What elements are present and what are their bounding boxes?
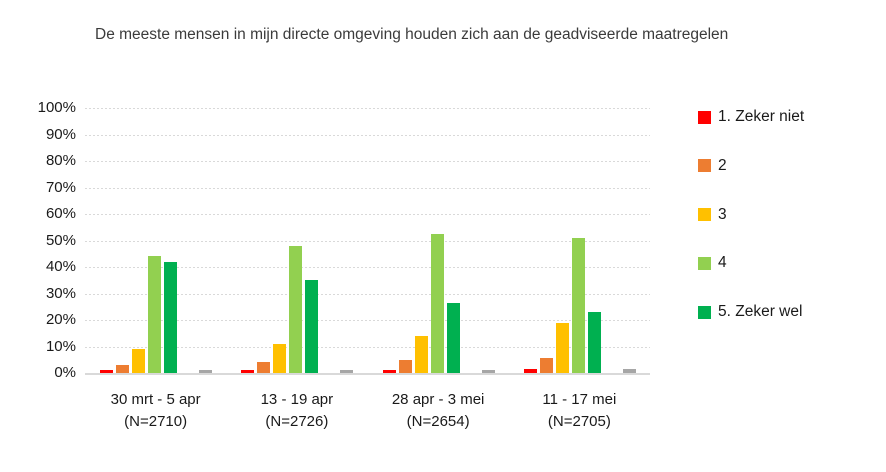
x-axis-label-dates: 11 - 17 mei: [542, 391, 617, 408]
gridline-70pct: [85, 187, 650, 189]
bar-gray-group1: [199, 370, 212, 373]
x-axis-label-n: (N=2654): [406, 413, 470, 430]
legend-swatch-icon: [698, 208, 711, 221]
y-axis-label: 80%: [45, 152, 76, 169]
y-axis-label: 70%: [45, 178, 76, 196]
x-axis-label-n: (N=2705): [547, 413, 611, 430]
legend-item-2: 2: [698, 157, 727, 175]
bar-4-group4: [571, 237, 585, 373]
gridline-90pct: [85, 134, 650, 136]
y-axis-label: 10%: [45, 337, 76, 355]
y-axis-label: 90%: [45, 125, 76, 143]
bar-4-group2: [289, 245, 303, 373]
gridline-40pct: [85, 267, 650, 268]
bar-2-group2: [257, 362, 271, 373]
x-axis-label-dates: 28 apr - 3 mei: [391, 391, 485, 408]
y-axis-label: 0%: [54, 364, 76, 381]
legend-item-5: 5. Zeker wel: [698, 303, 802, 321]
x-axis-label-dates: 30 mrt - 5 apr: [110, 391, 201, 408]
legend-swatch-icon: [698, 110, 711, 124]
gridline-50pct: [85, 240, 650, 242]
gridline-10pct: [85, 346, 650, 348]
y-axis-label: 60%: [45, 205, 76, 222]
gridline-80pct: [85, 161, 650, 162]
legend-label: 4: [718, 254, 727, 272]
x-axis-label-group4: 11 - 17 mei (N=2705): [509, 389, 650, 433]
y-axis-label: 100%: [37, 99, 76, 116]
chart-title: De meeste mensen in mijn directe omgevin…: [95, 26, 729, 43]
x-axis-label-n: (N=2710): [124, 413, 188, 430]
legend-label: 3: [718, 205, 727, 223]
x-axis-label-n: (N=2726): [265, 413, 329, 430]
bar-1-zeker-niet-group1: [100, 370, 113, 373]
y-axis-label: 20%: [45, 311, 76, 328]
bar-5-zeker-wel-group4: [587, 312, 601, 373]
bar-2-group1: [116, 365, 129, 373]
x-axis-label-group1: 30 mrt - 5 apr (N=2710): [85, 389, 226, 433]
bar-3-group1: [132, 349, 145, 373]
bar-gray-group3: [481, 370, 495, 373]
x-axis-label-group3: 28 apr - 3 mei (N=2654): [368, 389, 509, 433]
y-axis-label: 40%: [45, 258, 76, 275]
bar-1-zeker-niet-group2: [241, 370, 255, 373]
bar-1-zeker-niet-group4: [523, 369, 537, 373]
bar-gray-group2: [340, 370, 354, 373]
y-axis-label: 30%: [45, 284, 76, 302]
bar-5-zeker-wel-group3: [446, 302, 460, 373]
bar-5-zeker-wel-group2: [305, 280, 319, 373]
bar-3-group4: [555, 322, 569, 373]
legend-label: 5. Zeker wel: [718, 303, 803, 320]
bar-3-group3: [414, 335, 428, 373]
y-axis-label: 50%: [45, 231, 76, 249]
gridline-60pct: [85, 214, 650, 215]
gridline-100pct: [85, 108, 650, 109]
bar-2-group4: [539, 358, 553, 373]
bar-3-group2: [273, 343, 287, 373]
legend-item-3: 3: [698, 206, 727, 224]
bar-5-zeker-wel-group1: [164, 261, 177, 373]
bar-1-zeker-niet-group3: [382, 370, 396, 373]
gridline-30pct: [85, 293, 650, 295]
bar-gray-group4: [622, 369, 636, 373]
bar-4-group1: [148, 256, 161, 373]
legend-swatch-icon: [698, 159, 711, 173]
legend-item-1: 1. Zeker niet: [698, 108, 804, 126]
legend-swatch-icon: [698, 305, 711, 319]
x-axis-label-group2: 13 - 19 apr (N=2726): [226, 389, 367, 433]
x-axis-line: [85, 373, 650, 375]
legend-label: 2: [718, 156, 727, 174]
gridline-20pct: [85, 320, 650, 321]
legend-item-4: 4: [698, 254, 727, 272]
legend-label: 1. Zeker niet: [718, 108, 805, 125]
legend-swatch-icon: [698, 256, 711, 270]
x-axis-label-dates: 13 - 19 apr: [260, 391, 334, 408]
bar-4-group3: [430, 233, 444, 373]
bar-2-group3: [398, 359, 412, 373]
